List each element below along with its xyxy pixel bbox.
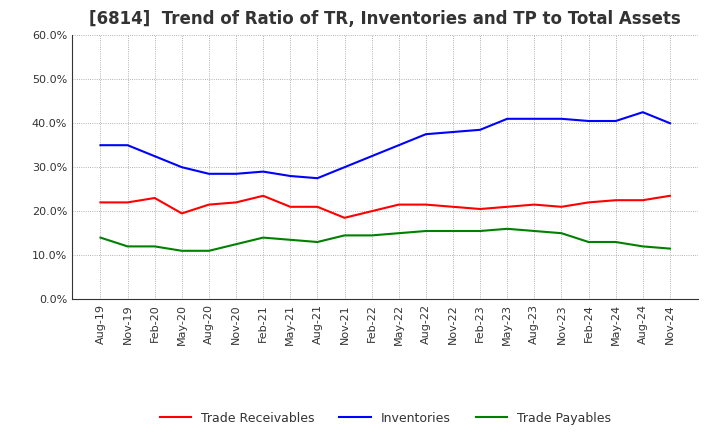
Inventories [449, 129, 457, 135]
Trade Receivables [123, 200, 132, 205]
Trade Payables [421, 228, 430, 234]
Inventories [611, 118, 620, 124]
Inventories [665, 121, 674, 126]
Title: [6814]  Trend of Ratio of TR, Inventories and TP to Total Assets: [6814] Trend of Ratio of TR, Inventories… [89, 10, 681, 28]
Trade Payables [530, 228, 539, 234]
Trade Receivables [395, 202, 403, 207]
Trade Receivables [96, 200, 105, 205]
Trade Receivables [639, 198, 647, 203]
Trade Receivables [503, 204, 511, 209]
Trade Receivables [530, 202, 539, 207]
Inventories [96, 143, 105, 148]
Trade Payables [639, 244, 647, 249]
Trade Receivables [150, 195, 159, 201]
Line: Inventories: Inventories [101, 112, 670, 178]
Trade Payables [178, 248, 186, 253]
Trade Payables [449, 228, 457, 234]
Inventories [503, 116, 511, 121]
Trade Payables [123, 244, 132, 249]
Trade Payables [503, 226, 511, 231]
Trade Payables [665, 246, 674, 251]
Inventories [313, 176, 322, 181]
Inventories [259, 169, 268, 174]
Trade Receivables [259, 193, 268, 198]
Trade Receivables [286, 204, 294, 209]
Trade Payables [476, 228, 485, 234]
Trade Payables [395, 231, 403, 236]
Trade Receivables [204, 202, 213, 207]
Inventories [421, 132, 430, 137]
Inventories [639, 110, 647, 115]
Trade Payables [286, 237, 294, 242]
Trade Receivables [665, 193, 674, 198]
Inventories [476, 127, 485, 132]
Trade Payables [259, 235, 268, 240]
Trade Receivables [367, 209, 376, 214]
Inventories [204, 171, 213, 176]
Trade Receivables [584, 200, 593, 205]
Trade Receivables [449, 204, 457, 209]
Trade Receivables [611, 198, 620, 203]
Legend: Trade Receivables, Inventories, Trade Payables: Trade Receivables, Inventories, Trade Pa… [155, 407, 616, 430]
Inventories [584, 118, 593, 124]
Inventories [557, 116, 566, 121]
Trade Payables [96, 235, 105, 240]
Trade Payables [584, 239, 593, 245]
Trade Payables [611, 239, 620, 245]
Trade Receivables [341, 215, 349, 220]
Trade Payables [313, 239, 322, 245]
Trade Receivables [178, 211, 186, 216]
Inventories [367, 154, 376, 159]
Inventories [150, 154, 159, 159]
Trade Receivables [421, 202, 430, 207]
Inventories [530, 116, 539, 121]
Trade Payables [204, 248, 213, 253]
Inventories [341, 165, 349, 170]
Inventories [395, 143, 403, 148]
Trade Receivables [476, 206, 485, 212]
Inventories [232, 171, 240, 176]
Trade Receivables [313, 204, 322, 209]
Inventories [286, 173, 294, 179]
Trade Receivables [557, 204, 566, 209]
Trade Payables [150, 244, 159, 249]
Trade Receivables [232, 200, 240, 205]
Trade Payables [232, 242, 240, 247]
Trade Payables [341, 233, 349, 238]
Trade Payables [367, 233, 376, 238]
Line: Trade Receivables: Trade Receivables [101, 196, 670, 218]
Inventories [123, 143, 132, 148]
Line: Trade Payables: Trade Payables [101, 229, 670, 251]
Trade Payables [557, 231, 566, 236]
Inventories [178, 165, 186, 170]
